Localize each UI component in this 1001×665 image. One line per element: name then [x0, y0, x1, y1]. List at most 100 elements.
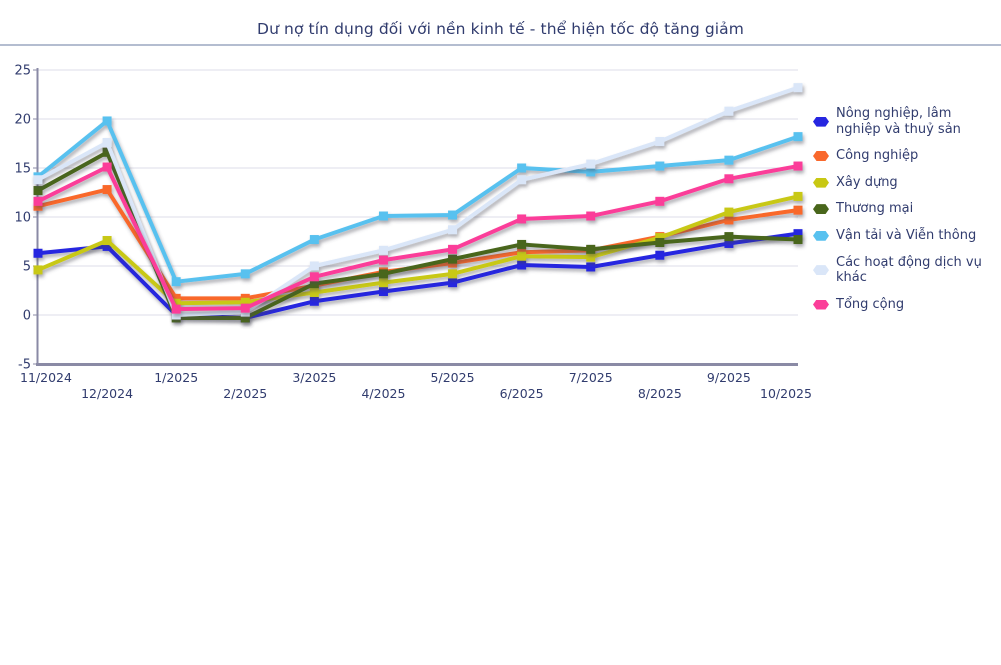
line-chart: -5 0 5 10 15 20 25 11/2024 12/2024 1/2025 2/2025 3/… [14, 64, 812, 402]
data-point [171, 298, 181, 308]
data-point [517, 251, 527, 261]
data-point [724, 215, 734, 225]
legend-item-3[interactable]: Thương mại [813, 201, 1001, 217]
data-point [724, 174, 734, 184]
data-point [517, 175, 527, 185]
legend-item-2[interactable]: Xây dựng [813, 175, 1001, 191]
legend-marker-icon [813, 265, 829, 276]
legend-item-label: Xây dựng [836, 174, 898, 190]
data-point [378, 245, 388, 255]
data-point [586, 211, 596, 221]
x-tick-label: 10/2025 [760, 386, 812, 401]
legend-item-label: Các hoạt động dịch vụ khác [836, 254, 982, 286]
data-point [309, 235, 319, 245]
data-point [655, 161, 665, 171]
data-point [586, 244, 596, 254]
x-tick-label: 2/2025 [223, 386, 267, 401]
data-point [517, 239, 527, 249]
data-point [586, 252, 596, 262]
data-point [724, 238, 734, 248]
data-point [724, 155, 734, 165]
chart-title: Dư nợ tín dụng đối với nền kinh tế - thể… [257, 20, 744, 38]
data-point [378, 211, 388, 221]
y-tick-label: 0 [23, 309, 31, 324]
legend-marker-icon [813, 177, 829, 188]
data-point [655, 196, 665, 206]
series-3 [33, 147, 803, 323]
data-point [448, 269, 458, 279]
data-point [724, 207, 734, 217]
series-4 [33, 116, 803, 287]
data-point [793, 229, 803, 239]
data-point [33, 196, 43, 206]
x-tick-label: 9/2025 [707, 370, 751, 385]
data-point [793, 191, 803, 201]
data-point [655, 237, 665, 247]
title-separator [0, 44, 1001, 46]
y-tick-label: 5 [23, 260, 31, 275]
data-point [102, 147, 112, 157]
data-point [655, 250, 665, 260]
data-point [448, 210, 458, 220]
data-point [724, 106, 734, 116]
x-tick-label: 12/2024 [81, 386, 133, 401]
data-point [517, 214, 527, 224]
data-point [102, 116, 112, 126]
data-point [171, 293, 181, 303]
data-point [793, 205, 803, 215]
data-point [448, 278, 458, 288]
axis-labels: -5 0 5 10 15 20 25 11/2024 12/2024 1/2025 2/2025 3/… [14, 64, 812, 402]
data-point [240, 303, 250, 313]
data-point [724, 232, 734, 242]
x-tick-label: 11/2024 [20, 370, 72, 385]
legend-item-label: Nông nghiệp, lâm nghiệp và thuỷ sản [836, 106, 961, 137]
legend-item-0[interactable]: Nông nghiệp, lâm nghiệp và thuỷ sản [813, 106, 1001, 137]
data-point [378, 269, 388, 279]
legend-item-label: Thương mại [836, 201, 914, 217]
data-point [378, 286, 388, 296]
axes [33, 68, 798, 366]
data-point [586, 159, 596, 169]
data-point [448, 244, 458, 254]
x-tick-label: 8/2025 [638, 386, 682, 401]
data-point [655, 233, 665, 243]
legend-item-label: Tổng cộng [836, 296, 905, 312]
y-tick-label: -5 [18, 358, 31, 373]
data-point [586, 167, 596, 177]
legend-marker-icon [813, 230, 829, 241]
data-point [102, 236, 112, 246]
data-point [517, 260, 527, 270]
data-point [171, 304, 181, 314]
y-tick-label: 20 [14, 113, 31, 128]
data-point [793, 83, 803, 93]
data-point [655, 137, 665, 147]
data-point [33, 186, 43, 196]
data-point [378, 255, 388, 265]
data-point [102, 138, 112, 148]
x-tick-label: 1/2025 [154, 370, 198, 385]
y-tick-label: 10 [14, 211, 31, 226]
data-point [33, 201, 43, 211]
x-tick-label: 6/2025 [500, 386, 544, 401]
data-point [240, 269, 250, 279]
data-point [448, 225, 458, 235]
data-point [102, 162, 112, 172]
data-point [586, 262, 596, 272]
legend-item-5[interactable]: Các hoạt động dịch vụ khác [813, 255, 1001, 286]
series-0 [33, 229, 803, 323]
data-point [171, 310, 181, 320]
data-point [240, 297, 250, 307]
legend-item-6[interactable]: Tổng cộng [813, 297, 1001, 313]
data-point [517, 163, 527, 173]
data-point [793, 161, 803, 171]
data-point [448, 254, 458, 264]
legend-item-4[interactable]: Vận tải và Viễn thông [813, 228, 1001, 244]
data-point [309, 287, 319, 297]
x-tick-label: 7/2025 [569, 370, 613, 385]
legend-item-1[interactable]: Công nghiệp [813, 148, 1001, 164]
data-point [309, 296, 319, 306]
data-point [102, 185, 112, 195]
legend-marker-icon [813, 204, 829, 215]
data-point [33, 265, 43, 275]
legend-marker-icon [813, 116, 829, 127]
